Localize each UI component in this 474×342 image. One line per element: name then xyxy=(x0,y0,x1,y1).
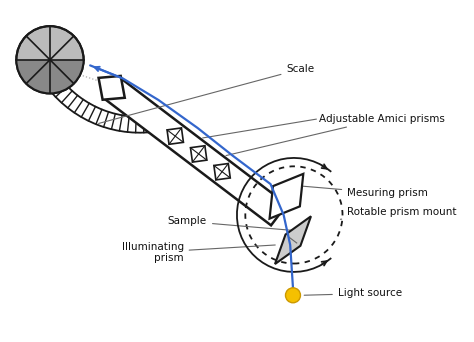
Wedge shape xyxy=(16,60,83,93)
Text: Scale: Scale xyxy=(99,64,315,123)
Polygon shape xyxy=(214,163,230,180)
Circle shape xyxy=(285,288,301,303)
Text: Adjustable Amici prisms: Adjustable Amici prisms xyxy=(226,114,445,156)
Text: Rotable prism mount: Rotable prism mount xyxy=(340,207,456,219)
Polygon shape xyxy=(275,216,311,264)
Text: Illuminating
prism: Illuminating prism xyxy=(121,241,275,263)
Text: Sample: Sample xyxy=(168,216,295,231)
Polygon shape xyxy=(270,174,303,219)
Polygon shape xyxy=(99,76,125,100)
Polygon shape xyxy=(104,77,287,225)
Polygon shape xyxy=(167,128,183,144)
Text: Mesuring prism: Mesuring prism xyxy=(297,186,428,198)
Polygon shape xyxy=(191,146,207,162)
Text: Light source: Light source xyxy=(304,288,402,299)
Circle shape xyxy=(16,26,83,93)
